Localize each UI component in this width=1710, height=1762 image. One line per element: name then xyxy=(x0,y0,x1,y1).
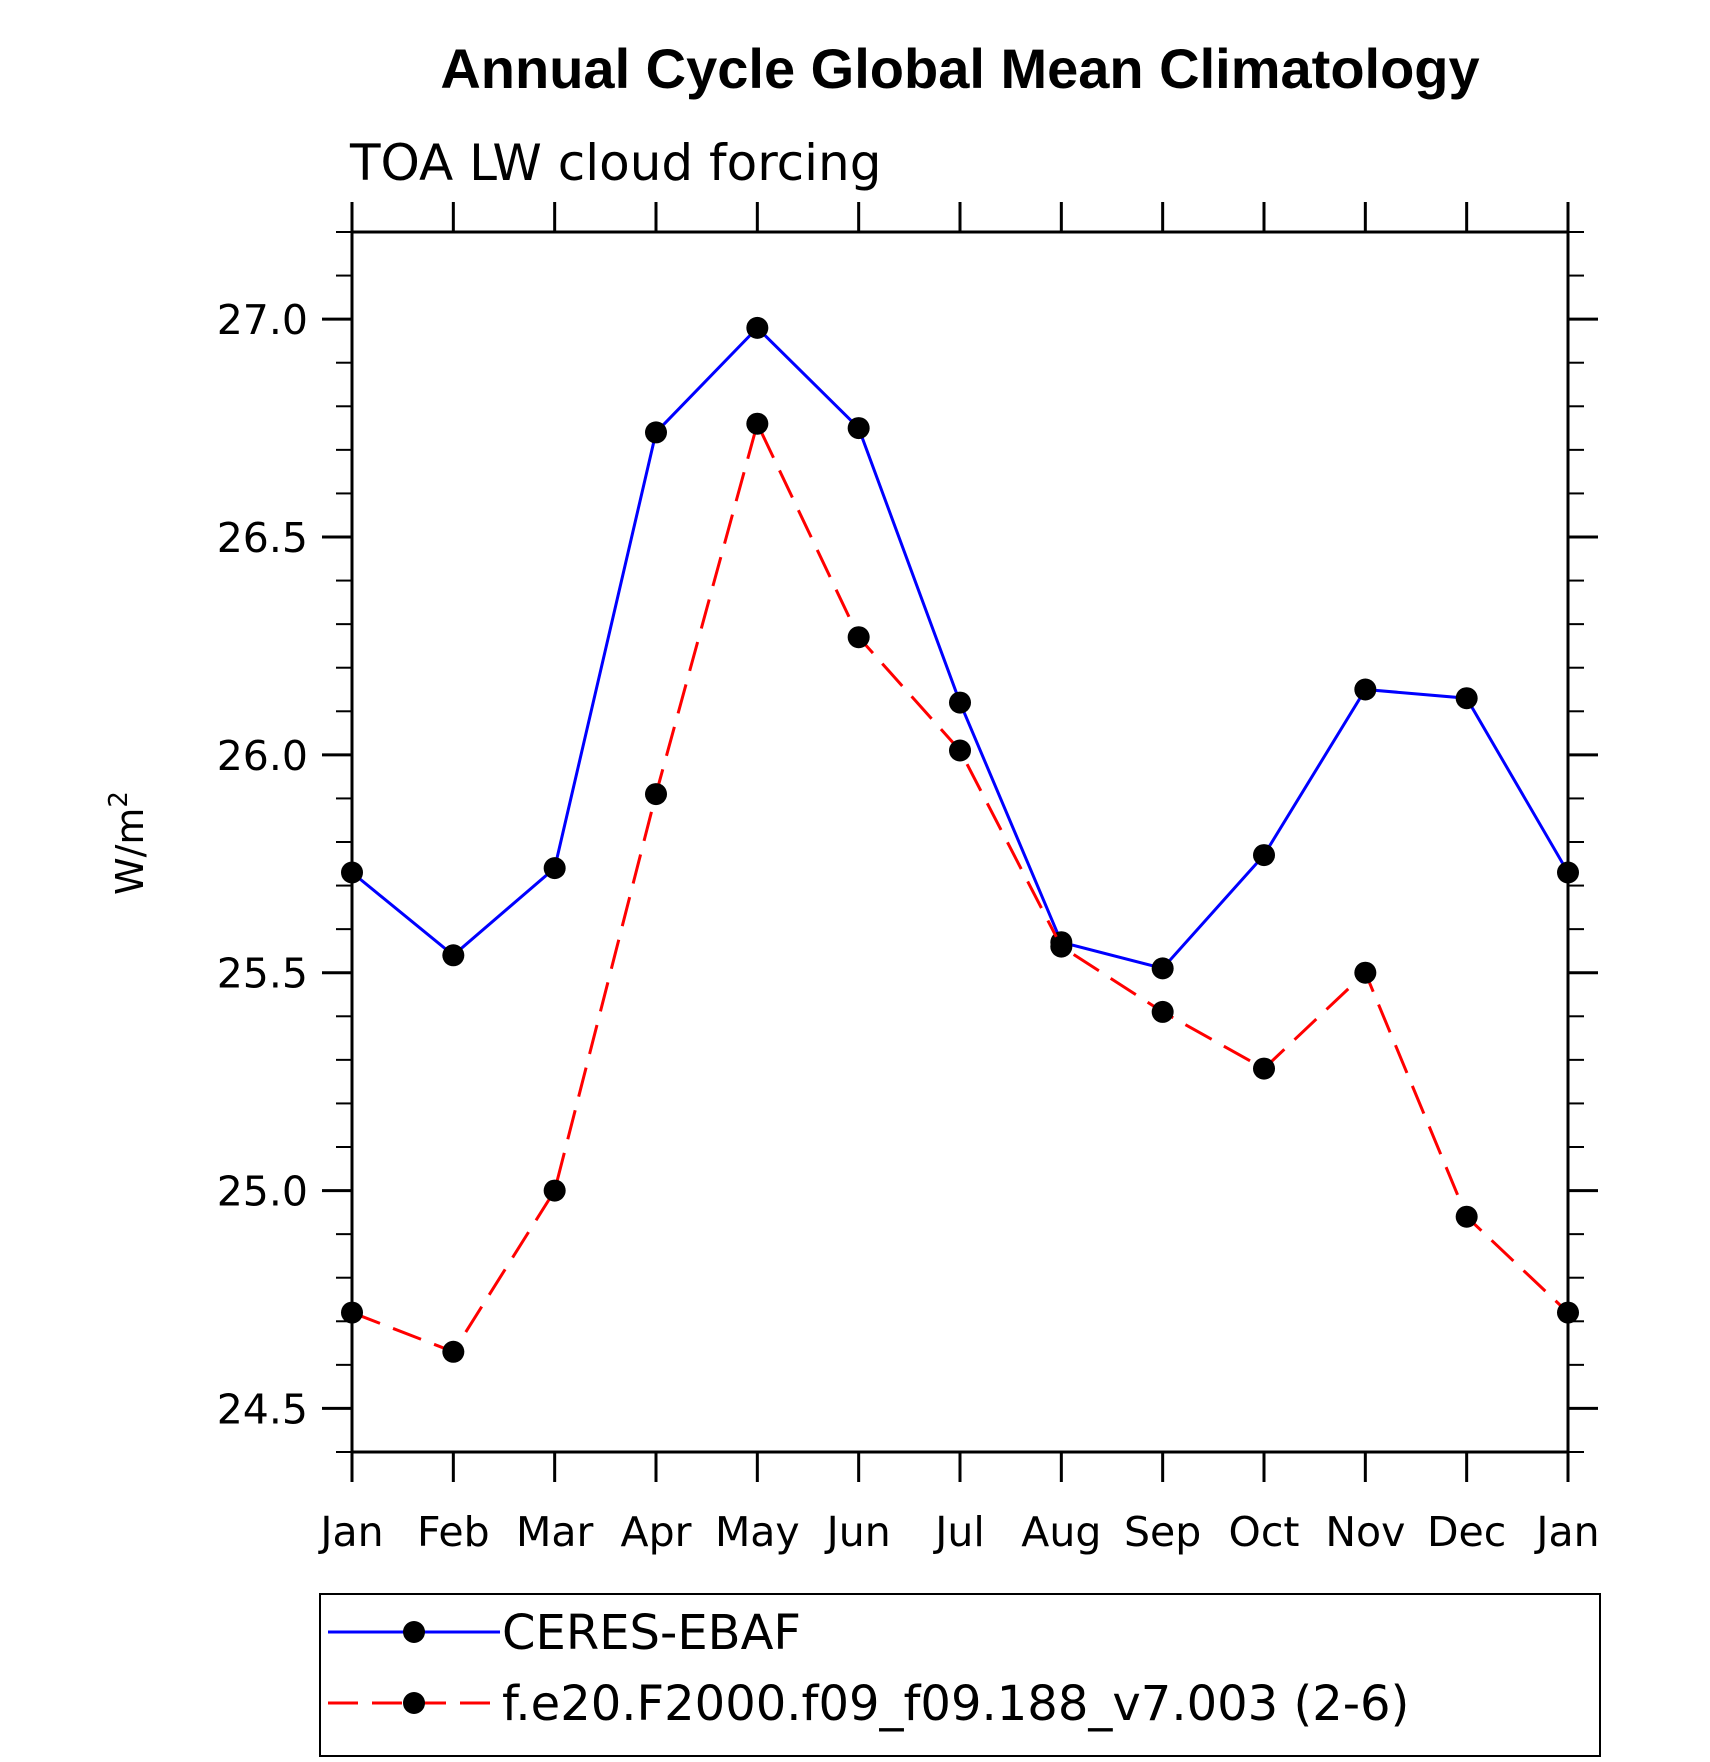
y-axis-label-superscript: 2 xyxy=(104,791,134,808)
data-point xyxy=(1455,687,1478,710)
y-tick-label: 24.5 xyxy=(217,1385,308,1433)
data-point xyxy=(543,857,566,880)
x-tick-label: May xyxy=(715,1508,800,1556)
data-point xyxy=(1557,1301,1579,1324)
data-point xyxy=(341,1301,363,1324)
y-axis-label-text: W/m xyxy=(108,808,152,895)
data-point xyxy=(746,412,769,435)
plot-frame xyxy=(350,230,1570,1454)
data-point xyxy=(341,861,363,884)
data-point xyxy=(442,1340,465,1363)
x-tick-label: Sep xyxy=(1124,1508,1201,1556)
series-line xyxy=(351,325,1570,971)
data-point xyxy=(949,691,971,714)
y-axis-label: W/m2 xyxy=(104,791,152,895)
x-tick-label: Aug xyxy=(1021,1508,1101,1556)
data-point xyxy=(847,417,870,440)
data-point xyxy=(1557,861,1579,884)
x-tick-label: Feb xyxy=(417,1508,490,1556)
x-tick-label: Jul xyxy=(932,1508,984,1556)
legend-swatch-marker xyxy=(403,1621,425,1643)
legend: CERES-EBAF f.e20.F2000.f09_f09.188_v7.003… xyxy=(319,1593,1601,1757)
data-point xyxy=(1253,1057,1275,1080)
y-tick-label: 27.0 xyxy=(217,296,308,344)
legend-box xyxy=(319,1593,1601,1757)
data-point xyxy=(847,626,870,649)
legend-item-2: f.e20.F2000.f09_f09.188_v7.003 (2-6) xyxy=(328,1676,1409,1732)
data-point xyxy=(1151,1000,1174,1023)
x-tick-label: Oct xyxy=(1229,1508,1300,1556)
x-tick-label: Jan xyxy=(317,1508,383,1556)
data-point xyxy=(1253,844,1275,867)
x-tick-label: Apr xyxy=(621,1508,692,1556)
legend-item-1: CERES-EBAF xyxy=(328,1605,801,1661)
data-point xyxy=(1455,1205,1478,1228)
data-point xyxy=(746,316,769,339)
data-point xyxy=(543,1179,566,1202)
x-tick-label: Jun xyxy=(824,1508,891,1556)
x-tick-label: Mar xyxy=(516,1508,593,1556)
series-1 xyxy=(341,316,1579,980)
y-tick-label: 26.0 xyxy=(217,732,308,780)
series-layer xyxy=(341,316,1579,1363)
axes xyxy=(322,202,1598,1482)
y-tick-label: 26.5 xyxy=(217,514,308,562)
data-point xyxy=(645,421,667,444)
chart-subtitle: TOA LW cloud forcing xyxy=(349,134,881,192)
legend-swatch-marker xyxy=(403,1692,425,1714)
data-point xyxy=(1151,957,1174,980)
data-point xyxy=(1354,961,1377,984)
y-tick-label: 25.5 xyxy=(217,950,308,998)
y-tick-label: 25.0 xyxy=(217,1168,308,1216)
data-point xyxy=(949,739,971,762)
chart-title: Annual Cycle Global Mean Climatology xyxy=(440,37,1479,100)
x-tick-label: Dec xyxy=(1427,1508,1506,1556)
x-tick-label: Nov xyxy=(1325,1508,1405,1556)
data-point xyxy=(1050,935,1073,958)
data-point xyxy=(1354,678,1377,701)
legend-label: f.e20.F2000.f09_f09.188_v7.003 (2-6) xyxy=(502,1676,1409,1732)
series-line xyxy=(351,419,1570,1354)
legend-label: CERES-EBAF xyxy=(502,1605,801,1661)
data-point xyxy=(645,783,667,806)
tick-labels: 24.5 25.0 25.5 26.0 26.5 27.0 Jan Feb Mar Apr May J… xyxy=(217,296,1600,1556)
data-point xyxy=(442,944,465,967)
x-tick-label: Jan xyxy=(1533,1508,1599,1556)
series-2 xyxy=(341,412,1579,1363)
